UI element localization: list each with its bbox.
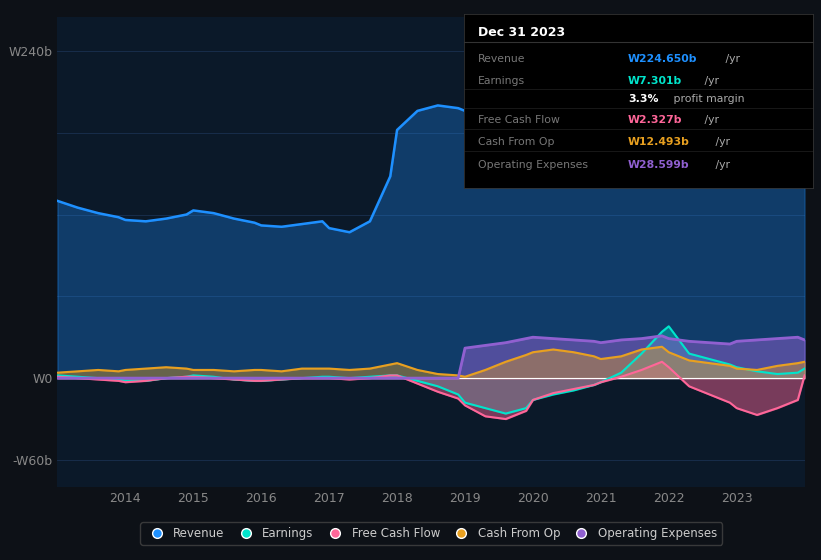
Text: Dec 31 2023: Dec 31 2023 (478, 26, 565, 39)
Text: /yr: /yr (712, 137, 730, 147)
Text: Cash From Op: Cash From Op (478, 137, 554, 147)
Text: W2.327b: W2.327b (628, 115, 682, 125)
Text: /yr: /yr (722, 54, 740, 64)
Text: Free Cash Flow: Free Cash Flow (478, 115, 560, 125)
Text: /yr: /yr (701, 77, 719, 86)
Text: Operating Expenses: Operating Expenses (478, 160, 588, 170)
Text: W224.650b: W224.650b (628, 54, 697, 64)
Text: 3.3%: 3.3% (628, 94, 658, 104)
Text: /yr: /yr (701, 115, 719, 125)
Text: W28.599b: W28.599b (628, 160, 690, 170)
Text: W12.493b: W12.493b (628, 137, 690, 147)
Text: Revenue: Revenue (478, 54, 525, 64)
Text: profit margin: profit margin (670, 94, 744, 104)
Legend: Revenue, Earnings, Free Cash Flow, Cash From Op, Operating Expenses: Revenue, Earnings, Free Cash Flow, Cash … (140, 522, 722, 545)
Text: Earnings: Earnings (478, 77, 525, 86)
Text: W7.301b: W7.301b (628, 77, 682, 86)
Text: /yr: /yr (712, 160, 730, 170)
